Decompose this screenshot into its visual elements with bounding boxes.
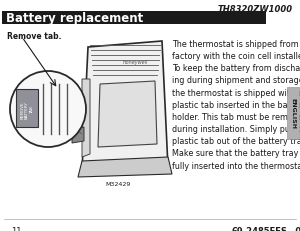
Text: REMOVE
BATTERY
TAB: REMOVE BATTERY TAB xyxy=(20,100,34,119)
Text: Honeywell: Honeywell xyxy=(123,60,148,65)
Text: TH8320ZW1000: TH8320ZW1000 xyxy=(218,5,293,14)
Text: The thermostat is shipped from the
factory with the coin cell installed.
To keep: The thermostat is shipped from the facto… xyxy=(172,40,300,170)
Bar xyxy=(2,12,266,25)
Bar xyxy=(287,88,299,139)
Polygon shape xyxy=(82,42,168,171)
Circle shape xyxy=(10,72,86,147)
Text: 11: 11 xyxy=(11,226,21,231)
Text: M32429: M32429 xyxy=(105,181,131,186)
Bar xyxy=(16,90,38,128)
Polygon shape xyxy=(98,82,157,147)
Polygon shape xyxy=(78,157,172,177)
Text: ENGLISH: ENGLISH xyxy=(290,98,296,129)
Polygon shape xyxy=(72,128,84,143)
Text: 69-2485EFS—01: 69-2485EFS—01 xyxy=(232,226,300,231)
Polygon shape xyxy=(82,80,90,157)
Text: Remove tab.: Remove tab. xyxy=(7,32,62,41)
Text: Battery replacement: Battery replacement xyxy=(6,12,143,25)
